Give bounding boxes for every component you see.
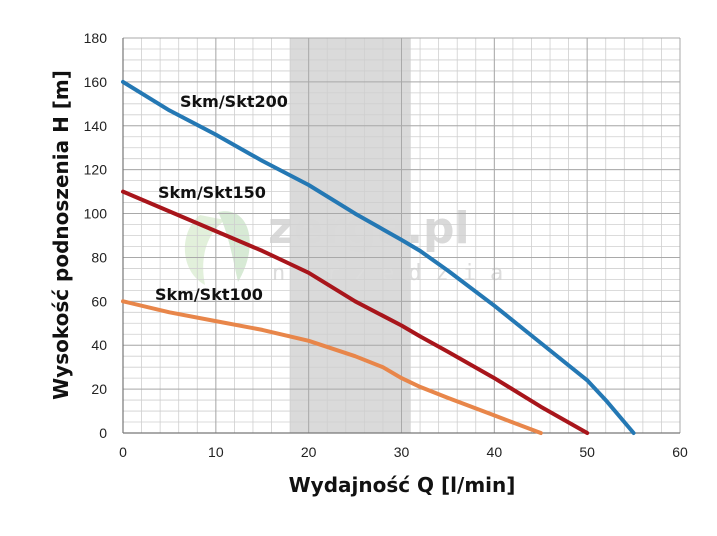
x-tick-label: 10 [208,444,224,460]
x-tick-label: 40 [487,444,503,460]
y-tick-label: 100 [84,206,108,222]
y-tick-label: 80 [91,249,107,265]
series-label-skm-skt200: Skm/Skt200 [180,92,288,111]
watermark-text: zerga.pl [268,203,470,254]
y-tick-label: 120 [84,162,108,178]
y-tick-label: 20 [91,381,107,397]
x-tick-label: 60 [672,444,688,460]
grid [122,37,681,434]
y-tick-label: 60 [91,293,107,309]
y-tick-label: 160 [84,74,108,90]
y-tick-label: 40 [91,337,107,353]
series-label-skm-skt150: Skm/Skt150 [158,183,266,202]
series-line-skm-skt200 [121,79,636,435]
series-line-skm-skt150 [121,189,590,435]
x-tick-label: 50 [579,444,595,460]
series-label-skm-skt100: Skm/Skt100 [155,285,263,304]
watermark: zerga.pl narzedzia [184,203,503,286]
axes: 0 10 20 30 40 50 60 0 20 40 60 80 100 120 140 160 180 [84,30,688,460]
y-tick-label: 0 [99,425,107,441]
y-axis-title: Wysokość podnoszenia H [m] [49,70,73,400]
y-tick-label: 180 [84,30,108,46]
x-tick-label: 0 [119,444,127,460]
y-tick-label: 140 [84,118,108,134]
x-axis-title: Wydajność Q [l/min] [289,473,516,497]
x-tick-label: 30 [394,444,410,460]
series [121,79,636,435]
x-tick-label: 20 [301,444,317,460]
series-line-skm-skt100 [121,299,543,435]
